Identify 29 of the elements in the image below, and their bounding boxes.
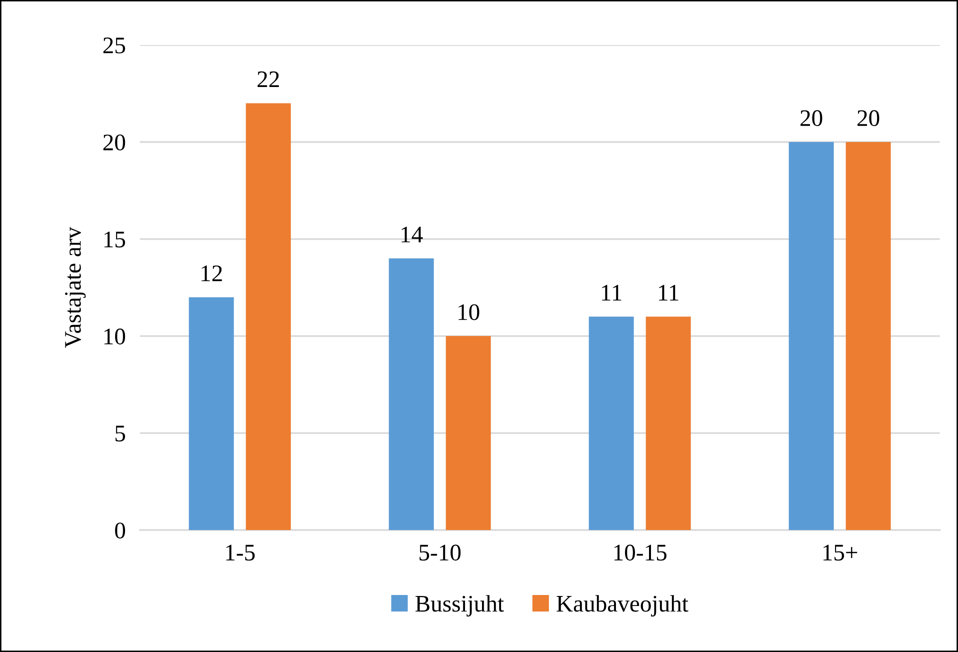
data-label: 12 <box>202 265 222 282</box>
x-tick-label: 15+ <box>823 544 858 561</box>
bar <box>246 103 291 530</box>
x-tick-label: 1-5 <box>226 544 255 561</box>
data-label: 11 <box>659 284 678 300</box>
y-tick-label: 0 <box>115 522 126 538</box>
legend-label: Bussijuht <box>416 595 504 617</box>
data-label: 20 <box>800 110 822 126</box>
bar <box>788 142 834 530</box>
x-tick-label: 5-10 <box>420 544 461 561</box>
bar <box>588 316 634 530</box>
data-label: 20 <box>858 110 880 126</box>
y-tick-label: 10 <box>104 328 126 344</box>
legend-label: Kaubaveojuht <box>556 595 688 617</box>
x-tick-label: 10-15 <box>614 544 666 561</box>
y-tick-label: 5 <box>116 426 126 442</box>
data-label: 14 <box>402 226 423 242</box>
data-label: 10 <box>458 304 480 320</box>
y-tick-label: 25 <box>103 38 126 54</box>
y-tick-label: 15 <box>104 232 126 248</box>
bar <box>388 258 434 530</box>
bar <box>846 142 891 530</box>
bar <box>188 297 234 530</box>
y-axis-title: Vastajate arv <box>65 226 86 348</box>
bar <box>446 336 491 530</box>
data-label: 22 <box>258 71 279 88</box>
bar <box>646 316 691 530</box>
y-tick-label: 20 <box>103 134 126 150</box>
data-label: 11 <box>602 284 622 300</box>
